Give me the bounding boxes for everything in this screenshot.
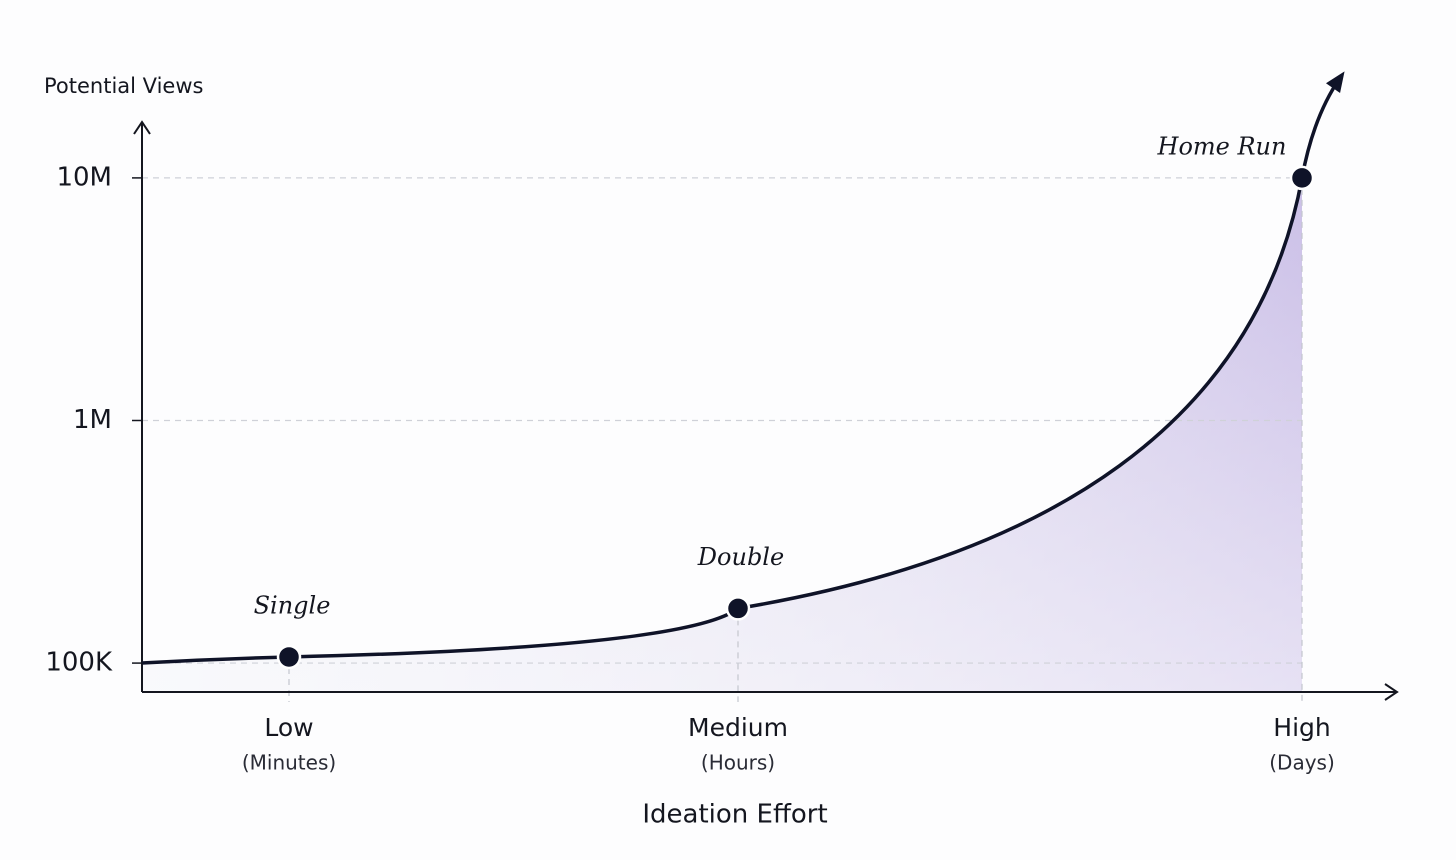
x-axis-label: Ideation Effort (642, 800, 827, 830)
point (1289, 165, 1315, 191)
y-arrow (133, 120, 151, 135)
point (725, 596, 751, 621)
curve-ext-left (141, 655, 290, 665)
point-annotation: Single (254, 591, 331, 619)
y-tick-label: 100K (45, 648, 113, 678)
x-tick-sublabel: (Hours) (701, 751, 775, 775)
line (288, 177, 1304, 659)
x-tick-label: Low (264, 713, 313, 742)
point-annotation: Home Run (1157, 132, 1287, 160)
point-annotation: Double (697, 543, 784, 571)
x-tick-label: Medium (688, 713, 788, 742)
x-arrow (1384, 683, 1399, 701)
y-axis-label: Potential Views (44, 74, 203, 98)
x-tick-sublabel: (Minutes) (242, 751, 336, 775)
x-tick-sublabel: (Days) (1269, 751, 1335, 775)
curve-ext-right (1300, 77, 1342, 179)
area-fade (142, 177, 1302, 693)
y-tick-label: 1M (73, 405, 112, 435)
point (276, 644, 302, 670)
x-tick-label: High (1273, 713, 1330, 742)
curve-arrowhead (1325, 71, 1345, 93)
y-tick-label: 10M (56, 162, 112, 192)
